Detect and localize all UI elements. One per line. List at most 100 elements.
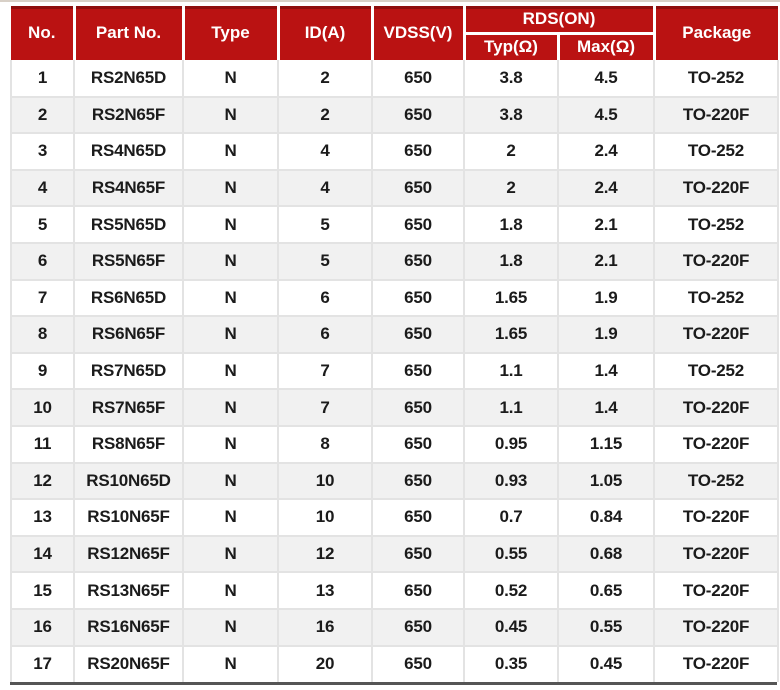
cell-id-a: 12 [278, 535, 373, 574]
cell-max: 0.55 [558, 608, 655, 647]
cell-max: 2.4 [558, 133, 655, 171]
column-header-package: Package [654, 6, 778, 60]
cell-package: TO-220F [654, 535, 779, 574]
column-header-typ: Typ(Ω) [464, 33, 560, 60]
cell-package: TO-220F [654, 645, 779, 683]
table-container: No. Part No. Type ID(A) VDSS(V) RDS(ON) … [10, 6, 779, 686]
cell-no: 2 [10, 96, 75, 135]
table-row: 8 RS6N65F N 6 650 1.65 1.9 TO-220F [10, 316, 779, 354]
cell-vdss: 650 [372, 499, 465, 537]
cell-vdss: 650 [372, 96, 465, 135]
table-row: 10 RS7N65F N 7 650 1.1 1.4 TO-220F [10, 389, 779, 427]
table-row: 7 RS6N65D N 6 650 1.65 1.9 TO-252 [10, 279, 779, 318]
column-header-id: ID(A) [278, 6, 374, 60]
cell-part-no: RS6N65F [74, 316, 184, 354]
column-header-max: Max(Ω) [558, 33, 656, 60]
cell-package: TO-220F [654, 572, 779, 610]
cell-part-no: RS16N65F [74, 608, 184, 647]
table-row: 1 RS2N65D N 2 650 3.8 4.5 TO-252 [10, 60, 779, 98]
cell-id-a: 4 [278, 133, 373, 171]
cell-no: 9 [10, 352, 75, 391]
cell-typ: 3.8 [464, 60, 559, 98]
cell-vdss: 650 [372, 279, 465, 318]
cell-max: 0.65 [558, 572, 655, 610]
cell-vdss: 650 [372, 389, 465, 427]
cell-typ: 0.7 [464, 499, 559, 537]
cell-type: N [183, 499, 279, 537]
column-header-no: No. [11, 6, 76, 60]
cell-max: 1.9 [558, 279, 655, 318]
cell-id-a: 16 [278, 608, 373, 647]
cell-vdss: 650 [372, 352, 465, 391]
cell-no: 4 [10, 169, 75, 208]
cell-type: N [183, 389, 279, 427]
cell-package: TO-220F [654, 389, 779, 427]
cell-part-no: RS5N65D [74, 206, 184, 244]
cell-max: 0.84 [558, 499, 655, 537]
cell-type: N [183, 133, 279, 171]
cell-vdss: 650 [372, 572, 465, 610]
cell-vdss: 650 [372, 462, 465, 501]
cell-id-a: 8 [278, 425, 373, 464]
cell-part-no: RS13N65F [74, 572, 184, 610]
cell-typ: 1.1 [464, 352, 559, 391]
cell-type: N [183, 535, 279, 574]
cell-typ: 1.65 [464, 316, 559, 354]
cell-vdss: 650 [372, 425, 465, 464]
cell-type: N [183, 316, 279, 354]
cell-id-a: 6 [278, 316, 373, 354]
cell-type: N [183, 645, 279, 683]
cell-id-a: 7 [278, 352, 373, 391]
cell-part-no: RS20N65F [74, 645, 184, 683]
cell-no: 14 [10, 535, 75, 574]
cell-part-no: RS2N65F [74, 96, 184, 135]
cell-type: N [183, 572, 279, 610]
top-divider-line [0, 0, 780, 2]
column-header-rds-on: RDS(ON) [464, 6, 656, 35]
cell-max: 1.9 [558, 316, 655, 354]
cell-typ: 2 [464, 169, 559, 208]
cell-max: 4.5 [558, 60, 655, 98]
table-row: 6 RS5N65F N 5 650 1.8 2.1 TO-220F [10, 242, 779, 281]
cell-package: TO-252 [654, 352, 779, 391]
cell-no: 17 [10, 645, 75, 683]
cell-no: 16 [10, 608, 75, 647]
cell-id-a: 13 [278, 572, 373, 610]
cell-id-a: 20 [278, 645, 373, 683]
cell-type: N [183, 608, 279, 647]
cell-max: 1.05 [558, 462, 655, 501]
cell-type: N [183, 242, 279, 281]
cell-typ: 0.52 [464, 572, 559, 610]
cell-no: 12 [10, 462, 75, 501]
cell-no: 11 [10, 425, 75, 464]
cell-id-a: 6 [278, 279, 373, 318]
cell-part-no: RS10N65D [74, 462, 184, 501]
column-header-type: Type [183, 6, 280, 60]
table-row: 9 RS7N65D N 7 650 1.1 1.4 TO-252 [10, 352, 779, 391]
cell-part-no: RS10N65F [74, 499, 184, 537]
cell-vdss: 650 [372, 535, 465, 574]
cell-part-no: RS7N65F [74, 389, 184, 427]
table-row: 14 RS12N65F N 12 650 0.55 0.68 TO-220F [10, 535, 779, 574]
cell-typ: 0.55 [464, 535, 559, 574]
cell-no: 5 [10, 206, 75, 244]
table-row: 17 RS20N65F N 20 650 0.35 0.45 TO-220F [10, 645, 779, 683]
cell-vdss: 650 [372, 206, 465, 244]
table-row: 4 RS4N65F N 4 650 2 2.4 TO-220F [10, 169, 779, 208]
cell-typ: 1.1 [464, 389, 559, 427]
cell-max: 2.1 [558, 242, 655, 281]
cell-vdss: 650 [372, 608, 465, 647]
cell-typ: 0.95 [464, 425, 559, 464]
product-table: No. Part No. Type ID(A) VDSS(V) RDS(ON) … [10, 6, 779, 683]
cell-package: TO-220F [654, 608, 779, 647]
table-row: 5 RS5N65D N 5 650 1.8 2.1 TO-252 [10, 206, 779, 244]
cell-package: TO-220F [654, 425, 779, 464]
cell-package: TO-252 [654, 279, 779, 318]
cell-no: 3 [10, 133, 75, 171]
cell-typ: 3.8 [464, 96, 559, 135]
cell-package: TO-220F [654, 169, 779, 208]
table-row: 13 RS10N65F N 10 650 0.7 0.84 TO-220F [10, 499, 779, 537]
cell-max: 4.5 [558, 96, 655, 135]
cell-id-a: 2 [278, 60, 373, 98]
cell-type: N [183, 279, 279, 318]
